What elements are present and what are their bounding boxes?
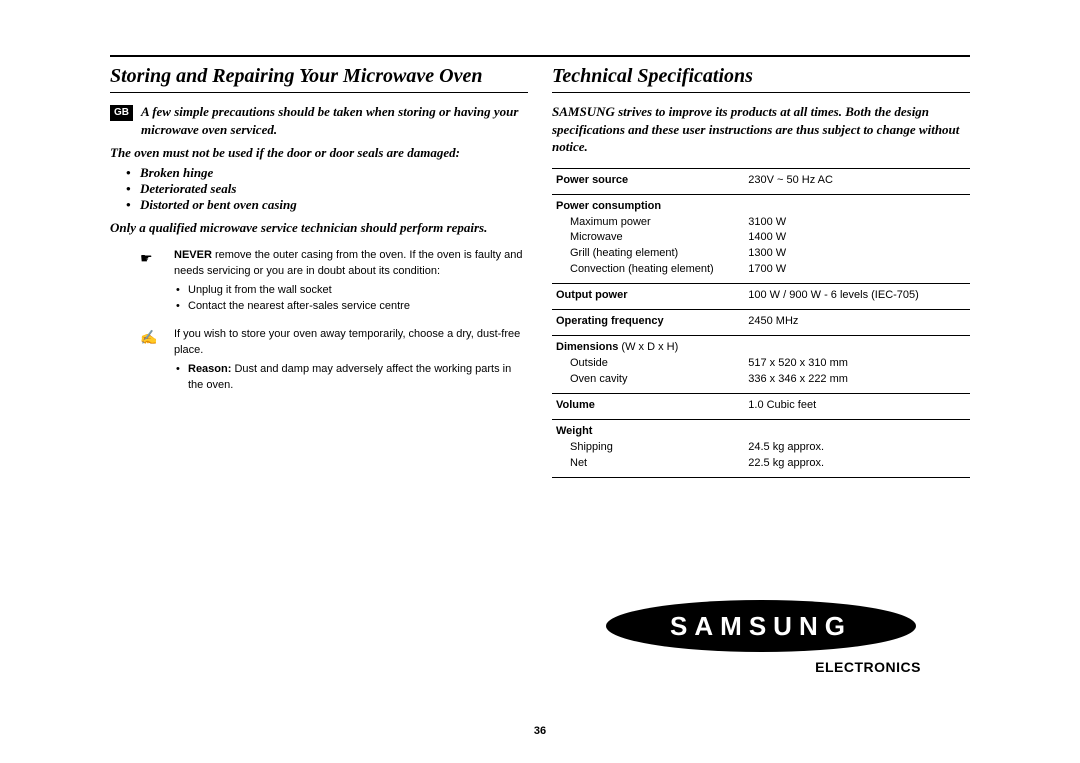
list-item: Deteriorated seals	[140, 181, 528, 197]
spec-value-cell: 1.0 Cubic feet	[744, 393, 970, 419]
page-number: 36	[0, 725, 1080, 737]
samsung-logo-block: SAMSUNG ELECTRONICS	[552, 598, 970, 675]
samsung-logo-icon: SAMSUNG	[601, 598, 921, 654]
right-column: Technical Specifications SAMSUNG strives…	[552, 63, 970, 675]
reason-label: Reason:	[188, 363, 231, 375]
never-text: NEVER remove the outer casing from the o…	[174, 248, 528, 315]
spec-value-cell: 230V ~ 50 Hz AC	[744, 168, 970, 194]
list-item: Contact the nearest after-sales service …	[188, 299, 528, 315]
spec-label-cell: WeightShippingNet	[552, 419, 744, 477]
spec-value-cell: 2450 MHz	[744, 310, 970, 336]
specs-table: Power source230V ~ 50 Hz ACPower consump…	[552, 168, 970, 478]
table-row: Power consumptionMaximum powerMicrowaveG…	[552, 194, 970, 284]
spec-value-cell: 517 x 520 x 310 mm336 x 346 x 222 mm	[744, 336, 970, 394]
table-row: Operating frequency2450 MHz	[552, 310, 970, 336]
spec-label-cell: Volume	[552, 393, 744, 419]
right-heading: Technical Specifications	[552, 63, 970, 93]
top-horizontal-rule	[110, 55, 970, 57]
reason-list: Reason: Dust and damp may adversely affe…	[174, 362, 528, 394]
spec-label-cell: Power source	[552, 168, 744, 194]
spec-label-cell: Power consumptionMaximum powerMicrowaveG…	[552, 194, 744, 284]
table-row: Volume1.0 Cubic feet	[552, 393, 970, 419]
never-block: ☛ NEVER remove the outer casing from the…	[140, 248, 528, 315]
logo-subtitle: ELECTRONICS	[601, 659, 921, 675]
never-label: NEVER	[174, 249, 212, 261]
never-body: remove the outer casing from the oven. I…	[174, 249, 523, 277]
left-heading: Storing and Repairing Your Microwave Ove…	[110, 63, 528, 93]
damage-list: Broken hinge Deteriorated seals Distorte…	[110, 165, 528, 213]
spec-value-cell: 24.5 kg approx.22.5 kg approx.	[744, 419, 970, 477]
technician-note: Only a qualified microwave service techn…	[110, 219, 528, 237]
store-text-wrap: If you wish to store your oven away temp…	[174, 327, 528, 394]
list-item: Reason: Dust and damp may adversely affe…	[188, 362, 528, 394]
note-hand-icon: ✍	[140, 327, 158, 394]
spec-value-cell: 3100 W1400 W1300 W1700 W	[744, 194, 970, 284]
list-item: Unplug it from the wall socket	[188, 283, 528, 299]
spec-label-cell: Output power	[552, 284, 744, 310]
spec-label-cell: Operating frequency	[552, 310, 744, 336]
right-intro: SAMSUNG strives to improve its products …	[552, 103, 970, 156]
list-item: Broken hinge	[140, 165, 528, 181]
store-text: If you wish to store your oven away temp…	[174, 328, 520, 356]
table-row: Power source230V ~ 50 Hz AC	[552, 168, 970, 194]
svg-text:SAMSUNG: SAMSUNG	[670, 611, 852, 641]
table-row: Output power100 W / 900 W - 6 levels (IE…	[552, 284, 970, 310]
pointing-hand-icon: ☛	[140, 248, 158, 315]
gb-badge: GB	[110, 105, 133, 121]
left-column: Storing and Repairing Your Microwave Ove…	[110, 63, 528, 675]
left-intro: A few simple precautions should be taken…	[141, 103, 528, 138]
list-item: Distorted or bent oven casing	[140, 197, 528, 213]
store-block: ✍ If you wish to store your oven away te…	[140, 327, 528, 394]
spec-value-cell: 100 W / 900 W - 6 levels (IEC-705)	[744, 284, 970, 310]
two-column-layout: Storing and Repairing Your Microwave Ove…	[110, 63, 970, 675]
table-row: Dimensions (W x D x H)OutsideOven cavity…	[552, 336, 970, 394]
never-sublist: Unplug it from the wall socket Contact t…	[174, 283, 528, 315]
spec-label-cell: Dimensions (W x D x H)OutsideOven cavity	[552, 336, 744, 394]
table-row: WeightShippingNet 24.5 kg approx.22.5 kg…	[552, 419, 970, 477]
damage-note: The oven must not be used if the door or…	[110, 144, 528, 162]
gb-intro-row: GB A few simple precautions should be ta…	[110, 103, 528, 138]
reason-text: Dust and damp may adversely affect the w…	[188, 363, 511, 391]
